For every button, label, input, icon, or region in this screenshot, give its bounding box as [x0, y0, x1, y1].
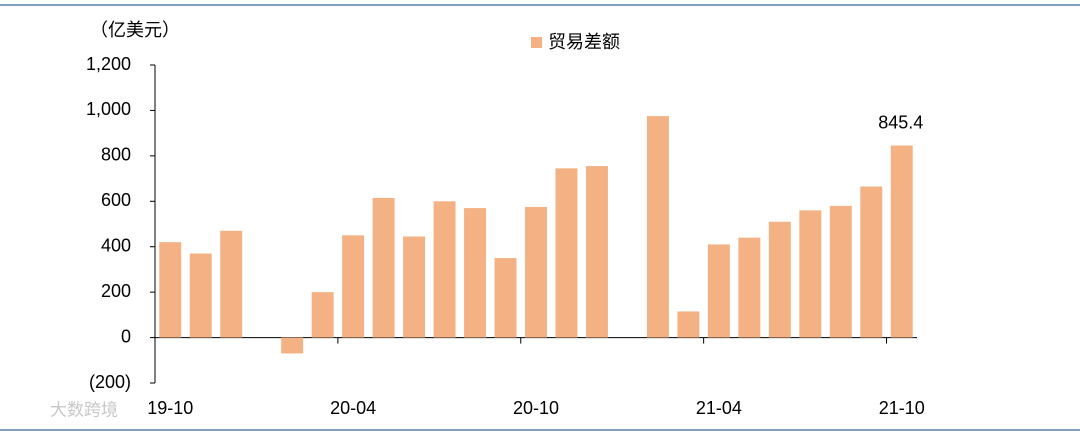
bar [890, 145, 913, 338]
bar [433, 201, 456, 338]
bar [677, 311, 700, 338]
bar [555, 168, 578, 338]
bar [189, 253, 212, 338]
bar [707, 244, 730, 338]
bar [799, 210, 822, 338]
x-tick-label: 19-10 [147, 398, 193, 418]
y-tick-label: 1,200 [86, 54, 131, 74]
unit-label: （亿美元） [90, 20, 180, 40]
x-tick-label: 21-04 [696, 398, 742, 418]
bar [829, 205, 852, 338]
legend-label: 贸易差额 [548, 32, 620, 52]
y-tick-label: 1,000 [86, 99, 131, 119]
bar [220, 230, 243, 338]
bar [525, 206, 547, 338]
bar [860, 186, 883, 338]
bar [494, 258, 517, 338]
y-tick-label: (200) [89, 372, 131, 392]
bar [159, 242, 182, 338]
bar [768, 221, 791, 338]
x-tick-label: 20-10 [513, 398, 559, 418]
x-tick-label: 20-04 [330, 398, 376, 418]
bar [372, 197, 395, 338]
bar [342, 235, 365, 338]
legend-swatch [531, 37, 542, 48]
watermark: 大数跨境 [50, 400, 118, 419]
bar [464, 208, 487, 338]
bar [738, 237, 761, 338]
y-tick-label: 600 [101, 190, 131, 210]
bar [403, 236, 426, 338]
data-label: 845.4 [878, 112, 923, 132]
x-tick-label: 21-10 [879, 398, 925, 418]
y-tick-label: 200 [101, 281, 131, 301]
y-tick-label: 0 [121, 326, 131, 346]
y-tick-label: 400 [101, 235, 131, 255]
bar [281, 337, 304, 354]
bar [311, 292, 334, 338]
bar [585, 166, 608, 338]
bar [646, 116, 669, 338]
y-tick-label: 800 [101, 145, 131, 165]
